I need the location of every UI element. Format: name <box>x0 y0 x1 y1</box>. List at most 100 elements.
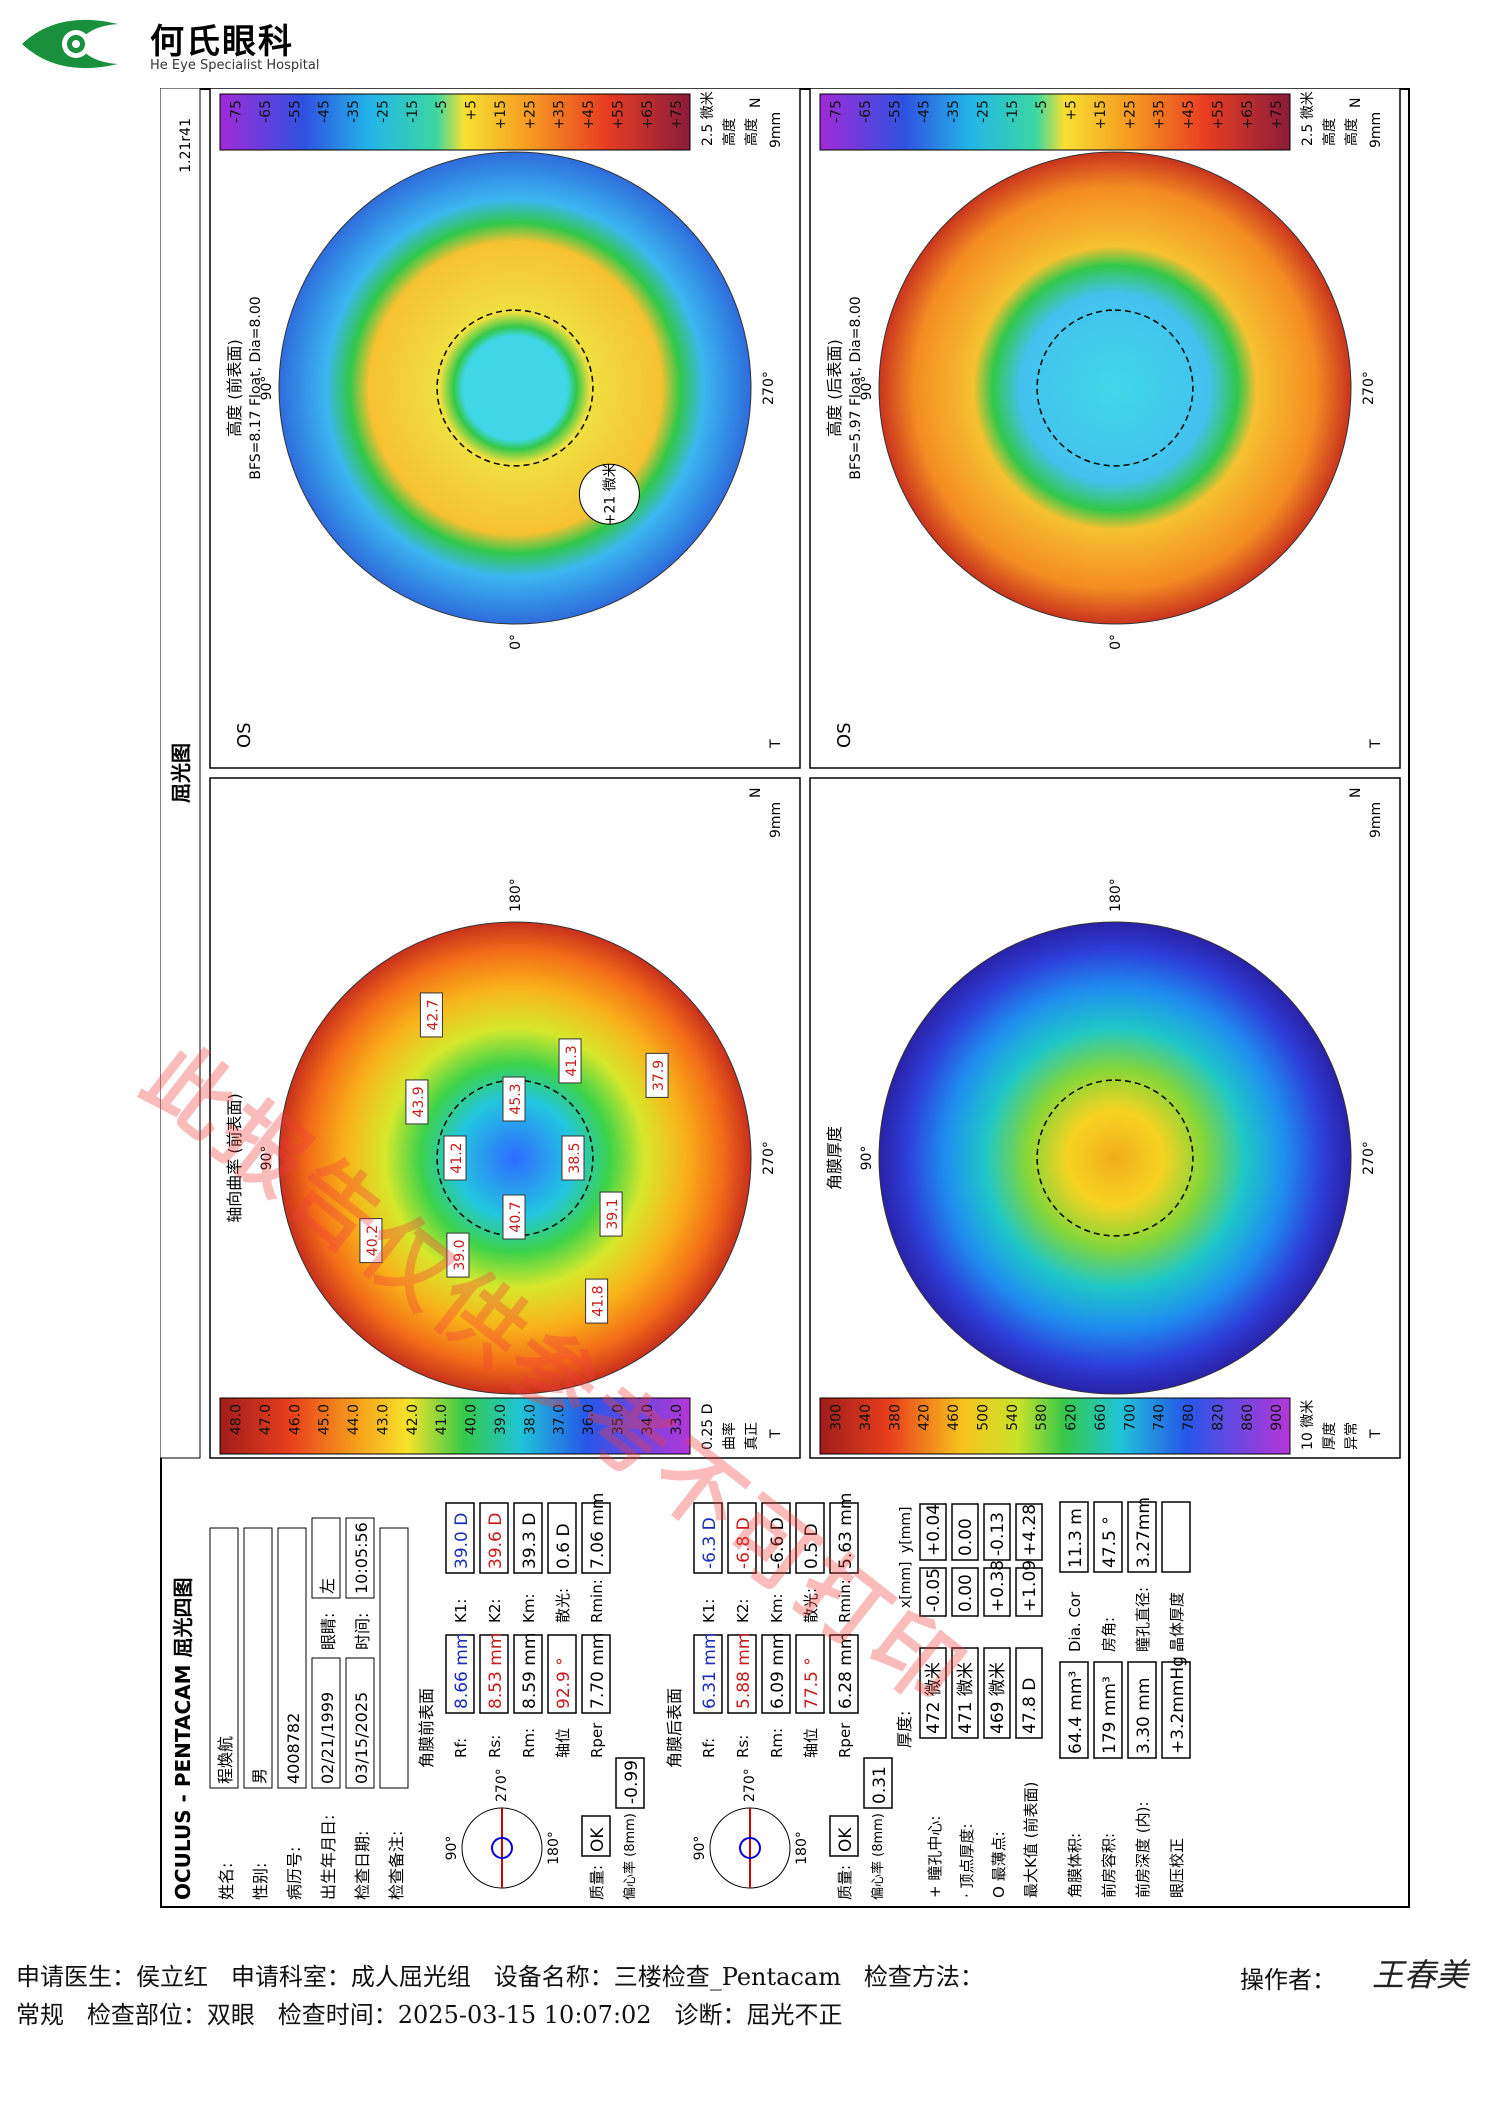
pachy-scale-label: 300 <box>829 1404 845 1431</box>
patient-id: 4008782 <box>284 1713 303 1784</box>
hospital-name: 何氏眼科 <box>150 22 294 62</box>
compass-270: 270° <box>742 1768 758 1802</box>
cornea-back-ecc: 0.31 <box>870 1766 890 1804</box>
cornea-front-value: 8.53 mm <box>486 1633 506 1709</box>
axial-map-value-label-box <box>419 992 443 1038</box>
elev-front-scale-type: 高度 <box>721 118 738 146</box>
axial-scale-label: 47.0 <box>258 1404 274 1435</box>
elev-front-scale-label: +55 <box>610 100 626 130</box>
axial-map-value-label: 43.9 <box>411 1086 427 1117</box>
pachymetry-map-t: T <box>1368 1429 1384 1439</box>
elev-front-scale-unit: 2.5 微米 <box>700 91 716 146</box>
pachymetry-map-n: N <box>1348 788 1364 798</box>
cornea-front-value-box <box>479 1502 509 1574</box>
elev-front-scale-label: -15 <box>405 100 421 123</box>
thickness-row-label: O 最薄点: <box>990 1831 1008 1898</box>
pachy-scale-label: 380 <box>887 1404 903 1431</box>
axial-scale-label: 33.0 <box>669 1404 685 1435</box>
thickness-y-head: y[mm] <box>898 1507 914 1553</box>
cornea-back-label: Rmin: <box>836 1579 854 1623</box>
cornea-back-value: -6.8 D <box>734 1517 754 1569</box>
cornea-front-label: Rm: <box>520 1728 538 1758</box>
patient-extra-value: 10:05:56 <box>352 1522 371 1594</box>
cornea-back-label: Rm: <box>768 1728 786 1758</box>
elev-back-scale-label: +55 <box>1210 100 1226 130</box>
axial-map-title: 轴向曲率 (前表面) <box>225 1093 244 1223</box>
axial-scale-label: 48.0 <box>229 1404 245 1435</box>
chamber-label: 角膜体积: <box>1066 1833 1084 1898</box>
cornea-front-title: 角膜前表面 <box>417 1688 436 1768</box>
elev-front-scale-label: +65 <box>640 100 656 130</box>
pachymetry-map-deg90: 90° <box>859 1146 875 1171</box>
cornea-back-label: Rper <box>836 1722 854 1758</box>
patient-value-box <box>379 1527 409 1789</box>
axial-scale-label: 36.0 <box>581 1404 597 1435</box>
elevation-back-map-title: 高度 (后表面) <box>825 339 844 437</box>
elev-back-scale: -75 -65 -55 -45 -35 -25 -15 -5 +5 +15 +25 +35 +45 +55… <box>819 91 1360 151</box>
elev-back-scale-mode: 高度 <box>1343 118 1360 146</box>
chamber-value: 11.3 m <box>1066 1508 1086 1568</box>
chamber-table: 角膜体积: 64.4 mm³ Dia. Cor 11.3 m 前房容积: 179 mm³ 房… <box>1059 1497 1191 1898</box>
cornea-front-value: 8.59 mm <box>520 1633 540 1709</box>
elevation-front-map-deg90: 90° <box>259 376 275 401</box>
pachy-scale-type: 厚度 <box>1322 1422 1338 1450</box>
cornea-front-label: Rs: <box>486 1735 504 1758</box>
cornea-back-value: 5.88 mm <box>734 1633 754 1709</box>
hospital-eye-logo-icon <box>22 19 118 69</box>
thickness-x-box <box>919 1567 947 1617</box>
elevation-front-map-bfs: BFS=8.17 Float, Dia=8.00 <box>248 296 264 479</box>
cornea-front-ecc: -0.99 <box>622 1760 642 1804</box>
pachy-scale-label: 740 <box>1152 1404 1168 1431</box>
thickness-y-box <box>919 1503 947 1561</box>
thickness-row-label: · 顶点厚度: <box>958 1823 976 1898</box>
cornea-back-compass-center <box>739 1837 761 1859</box>
axial-map-value-label: 41.3 <box>564 1045 580 1076</box>
cornea-back-block: 90° 180° 270° 角膜后表面 Rf: 6.31 mm K1: -6.3 D Rs: 5.… <box>665 1493 893 1900</box>
thickness-y-box <box>983 1503 1011 1561</box>
elev-front-scale-label: -5 <box>434 100 450 114</box>
pachy-scale-label: 500 <box>975 1404 991 1431</box>
cornea-back-ecc-label: 偏心率 (8mm) <box>870 1813 886 1900</box>
axial-scale-bar <box>219 1397 691 1455</box>
elevation-back-map-panel: 高度 (后表面) BFS=5.97 Float, Dia=8.00 OS 90° 270… <box>809 87 1401 769</box>
cornea-front-value: 7.70 mm <box>588 1633 608 1709</box>
cornea-front-value-box <box>445 1634 475 1714</box>
cornea-front-value: 39.6 D <box>486 1513 506 1569</box>
axial-scale-type: 曲率 <box>721 1422 738 1450</box>
cornea-front-label: K2: <box>486 1599 504 1623</box>
axial-map-value-label-box <box>645 1052 669 1098</box>
cornea-back-label: K1: <box>700 1599 718 1623</box>
cornea-back-value: -6.6 D <box>768 1517 788 1569</box>
chamber-label: 房角: <box>1100 1617 1118 1652</box>
elevation-front-map-map <box>278 151 752 625</box>
axial-map-value-label: 38.5 <box>567 1142 583 1173</box>
elevation-front-map-marker-circle <box>578 463 640 525</box>
elev-front-scale-mode: 高度 <box>743 118 760 146</box>
axial-map-value-label-box <box>502 1076 526 1122</box>
thickness-value: 47.8 D <box>1020 1678 1040 1734</box>
elev-back-scale-label: +35 <box>1152 100 1168 130</box>
axial-map-value-label: 45.3 <box>508 1083 524 1114</box>
cornea-back-title: 角膜后表面 <box>665 1688 684 1768</box>
pachy-scale-label: 860 <box>1240 1404 1256 1431</box>
cornea-back-label: Rs: <box>734 1735 752 1758</box>
elev-front-scale-label: -25 <box>375 100 391 123</box>
patient-label: 眼睛: <box>319 1613 338 1650</box>
patient-value-box <box>345 1657 375 1789</box>
thickness-value: 472 微米 <box>924 1662 944 1734</box>
elev-front-scale-label: -65 <box>258 100 274 123</box>
cornea-back-value-box <box>693 1502 723 1574</box>
thickness-table: 厚度: x[mm] y[mm] + 瞳孔中心: 472 微米 -0.05 +0.04 · 顶点… <box>895 1503 1043 1898</box>
cornea-back-value-box <box>727 1502 757 1574</box>
compass-90: 90° <box>444 1836 460 1861</box>
pachy-scale-label: 820 <box>1210 1404 1226 1431</box>
operator-label: 操作者： <box>1240 1966 1336 1994</box>
cornea-front-value: 39.3 D <box>520 1513 540 1569</box>
cornea-back-quality-label: 质量: <box>836 1865 854 1900</box>
thickness-value-box <box>919 1647 947 1739</box>
elev-back-scale-label: -55 <box>887 100 903 123</box>
compass-90: 90° <box>692 1836 708 1861</box>
elevation-back-map-t: T <box>1368 739 1384 749</box>
patient-extra-value: 左 <box>318 1578 337 1594</box>
cornea-front-block: 90° 180° 270° 角膜前表面 Rf: 8.66 mm K1: 39.0 D Rs: 8.… <box>417 1493 645 1900</box>
